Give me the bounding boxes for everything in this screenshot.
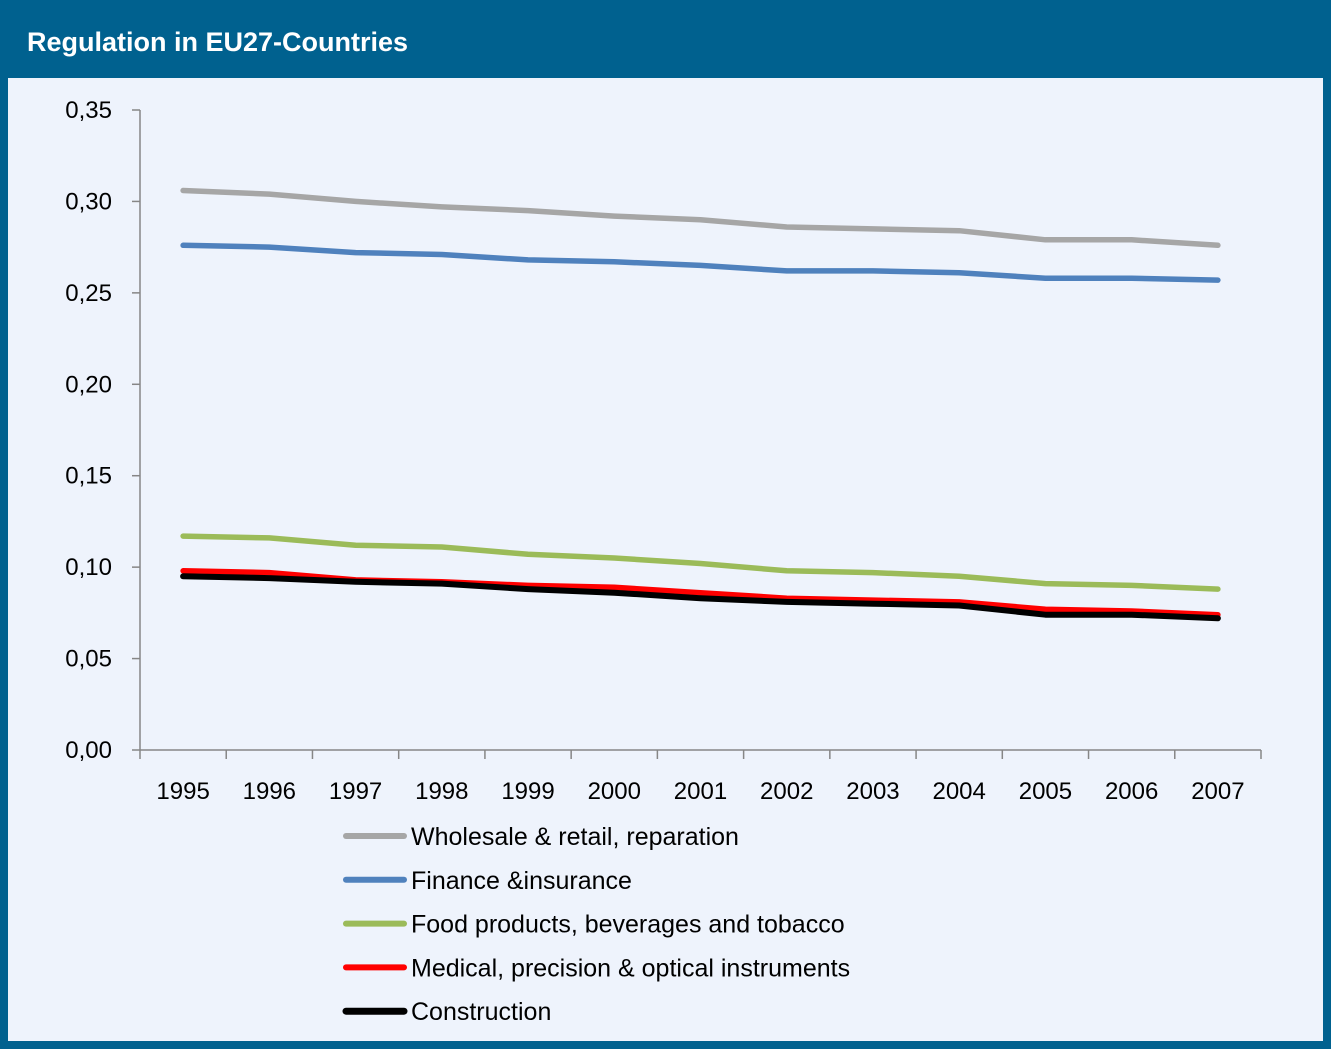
x-tick-label: 2005	[1019, 778, 1072, 805]
legend-item: Construction	[342, 998, 551, 1026]
x-tick-label: 1999	[501, 778, 554, 805]
x-tick-label: 2004	[932, 778, 985, 805]
x-tick-label: 2006	[1105, 778, 1158, 805]
legend-label: Food products, beverages and tobacco	[411, 911, 845, 939]
series-line-1	[180, 187, 1221, 249]
x-tick-label: 2001	[674, 778, 727, 805]
legend-item: Finance &insurance	[343, 867, 632, 895]
legend-item: Food products, beverages and tobacco	[343, 911, 845, 939]
legend-item: Medical, precision & optical instruments	[343, 954, 850, 982]
y-tick-label: 0,10	[65, 554, 112, 581]
series-line-2	[180, 242, 1221, 283]
y-tick-label: 0,30	[65, 188, 112, 215]
y-tick-label: 0,20	[65, 371, 112, 398]
x-tick-label: 2007	[1191, 778, 1244, 805]
y-tick-label: 0,15	[65, 463, 112, 490]
x-tick-label: 1996	[243, 778, 296, 805]
x-tick-label: 2002	[760, 778, 813, 805]
legend: Wholesale & retail, reparation Finance &i…	[342, 823, 850, 1026]
y-tick-label: 0,05	[65, 646, 112, 673]
series-lines	[180, 187, 1221, 622]
legend-label: Wholesale & retail, reparation	[411, 823, 739, 851]
series-line-5	[180, 573, 1221, 622]
legend-label: Construction	[411, 998, 551, 1026]
x-tick-label: 2000	[588, 778, 641, 805]
y-tick-label: 0,25	[65, 280, 112, 307]
series-line-3	[180, 533, 1221, 592]
chart-title: Regulation in EU27-Countries	[8, 6, 1323, 78]
y-tick-label: 0,00	[65, 737, 112, 764]
axes: 0,00 0,05 0,10 0,15 0,20 0,25 0,30 0,35 1995 1996…	[65, 97, 1262, 805]
legend-item: Wholesale & retail, reparation	[343, 823, 739, 851]
x-tick-label: 1998	[415, 778, 468, 805]
legend-label: Finance &insurance	[411, 867, 632, 895]
legend-label: Medical, precision & optical instruments	[411, 954, 850, 982]
x-tick-label: 1995	[156, 778, 209, 805]
x-tick-label: 2003	[846, 778, 899, 805]
x-tick-label: 1997	[329, 778, 382, 805]
y-tick-label: 0,35	[65, 97, 112, 124]
series-line-4	[180, 568, 1221, 618]
